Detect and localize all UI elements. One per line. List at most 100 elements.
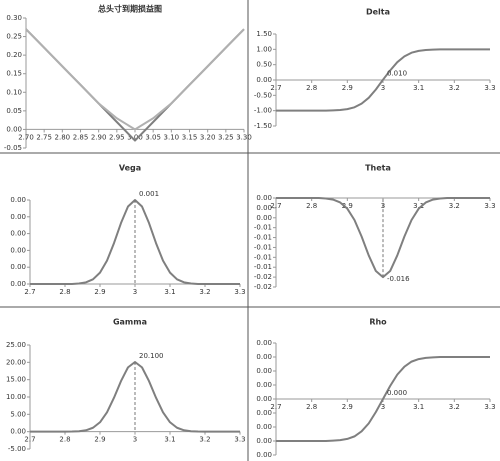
y-tick-label: -0.01: [254, 243, 272, 251]
y-tick-label: 0.00: [256, 214, 272, 222]
x-tick-label: 3.3: [234, 436, 245, 444]
y-tick-label: 1.50: [256, 30, 272, 38]
y-tick-label: -1.50: [254, 122, 272, 130]
y-tick-label: 15.00: [6, 376, 26, 384]
x-tick-label: 2.7: [24, 288, 35, 296]
y-tick-label: 0.00: [10, 196, 26, 204]
y-tick-label: 5.00: [10, 410, 26, 418]
x-tick-label: 2.7: [24, 436, 35, 444]
x-tick-label: 2.7: [270, 403, 281, 411]
line-series: [25, 28, 245, 131]
y-tick-label: 10.00: [6, 393, 26, 401]
y-tick-label: 0.00: [10, 230, 26, 238]
annotation: 20.100: [139, 352, 164, 360]
y-tick-label: 0.00: [256, 437, 272, 445]
y-tick-label: 0.10: [6, 88, 22, 96]
x-tick-label: 3: [133, 436, 137, 444]
x-tick-label: 2.8: [59, 436, 70, 444]
annotation: -0.016: [387, 275, 410, 283]
x-tick-label: 3.2: [449, 84, 460, 92]
chart-title: Gamma: [113, 318, 147, 327]
y-tick-label: 0.00: [10, 246, 26, 254]
x-tick-label: 3.05: [145, 133, 161, 141]
y-tick-label: -5.00: [8, 445, 26, 453]
x-tick-label: 2.8: [306, 403, 317, 411]
y-tick-label: 0.00: [256, 451, 272, 459]
y-tick-label: 0.00: [10, 213, 26, 221]
y-tick-label: -0.50: [254, 91, 272, 99]
y-tick-label: 25.00: [6, 341, 26, 349]
y-tick-label: 0.00: [256, 367, 272, 375]
y-tick-label: 0.00: [256, 353, 272, 361]
x-tick-label: 2.9: [94, 436, 105, 444]
y-tick-label: 0.00: [256, 381, 272, 389]
chart-title: Rho: [369, 318, 387, 327]
chart-title: Theta: [365, 164, 391, 173]
x-tick-label: 3.2: [449, 403, 460, 411]
y-tick-label: 0.00: [256, 204, 272, 212]
x-tick-label: 2.9: [342, 84, 353, 92]
x-tick-label: 2.75: [36, 133, 52, 141]
y-tick-label: -0.02: [254, 273, 272, 281]
y-tick-label: -0.01: [254, 234, 272, 242]
annotation: 0.010: [387, 70, 407, 78]
y-tick-label: 0.00: [256, 395, 272, 403]
chart-title: 总头寸到期损益图: [98, 4, 162, 14]
y-tick-label: -0.01: [254, 263, 272, 271]
x-tick-label: 3.2: [199, 288, 210, 296]
y-tick-label: 0.00: [256, 409, 272, 417]
x-tick-label: 2.70: [18, 133, 34, 141]
y-tick-label: 0.25: [6, 33, 22, 41]
x-tick-label: 3.30: [236, 133, 252, 141]
x-tick-label: 3.1: [164, 436, 175, 444]
line-series: [276, 356, 490, 442]
y-tick-label: 0.00: [10, 263, 26, 271]
x-tick-label: 3.2: [199, 436, 210, 444]
x-tick-label: 3.1: [413, 202, 424, 210]
x-tick-label: 3.3: [484, 403, 495, 411]
x-tick-label: 3: [133, 288, 137, 296]
y-tick-label: 0.15: [6, 70, 22, 78]
y-tick-label: 0.00: [256, 423, 272, 431]
line-series: [276, 48, 490, 112]
y-tick-label: 0.50: [256, 61, 272, 69]
x-tick-label: 2.8: [306, 84, 317, 92]
x-tick-label: 2.9: [342, 403, 353, 411]
y-tick-label: 20.00: [6, 358, 26, 366]
x-tick-label: 3.1: [413, 84, 424, 92]
y-tick-label: -0.02: [254, 283, 272, 291]
x-tick-label: 3.3: [234, 288, 245, 296]
y-tick-label: 0.00: [10, 428, 26, 436]
chart-title: Vega: [119, 164, 141, 173]
x-tick-label: 3.20: [200, 133, 216, 141]
x-tick-label: 2.7: [270, 84, 281, 92]
x-tick-label: 2.9: [342, 202, 353, 210]
y-tick-label: 1.00: [256, 45, 272, 53]
y-tick-label: 0.20: [6, 51, 22, 59]
y-tick-label: -0.01: [254, 224, 272, 232]
x-tick-label: 3.3: [484, 84, 495, 92]
x-tick-label: 2.8: [306, 202, 317, 210]
x-tick-label: 2.7: [270, 202, 281, 210]
y-tick-label: -0.01: [254, 253, 272, 261]
annotation: 0.001: [139, 190, 159, 198]
x-tick-label: 2.80: [55, 133, 71, 141]
y-tick-label: -0.05: [4, 144, 22, 152]
x-tick-label: 2.90: [91, 133, 107, 141]
annotation: 0.000: [387, 389, 407, 397]
x-tick-label: 3.00: [127, 133, 143, 141]
y-tick-label: 0.00: [10, 280, 26, 288]
x-tick-label: 3: [381, 84, 385, 92]
x-tick-label: 3.2: [449, 202, 460, 210]
x-tick-label: 3: [381, 403, 385, 411]
y-tick-label: 0.00: [256, 194, 272, 202]
y-tick-label: 0.00: [256, 76, 272, 84]
x-tick-label: 3.25: [218, 133, 234, 141]
y-tick-label: 0.00: [256, 339, 272, 347]
x-tick-label: 3.3: [484, 202, 495, 210]
x-tick-label: 2.8: [59, 288, 70, 296]
x-tick-label: 3.1: [413, 403, 424, 411]
